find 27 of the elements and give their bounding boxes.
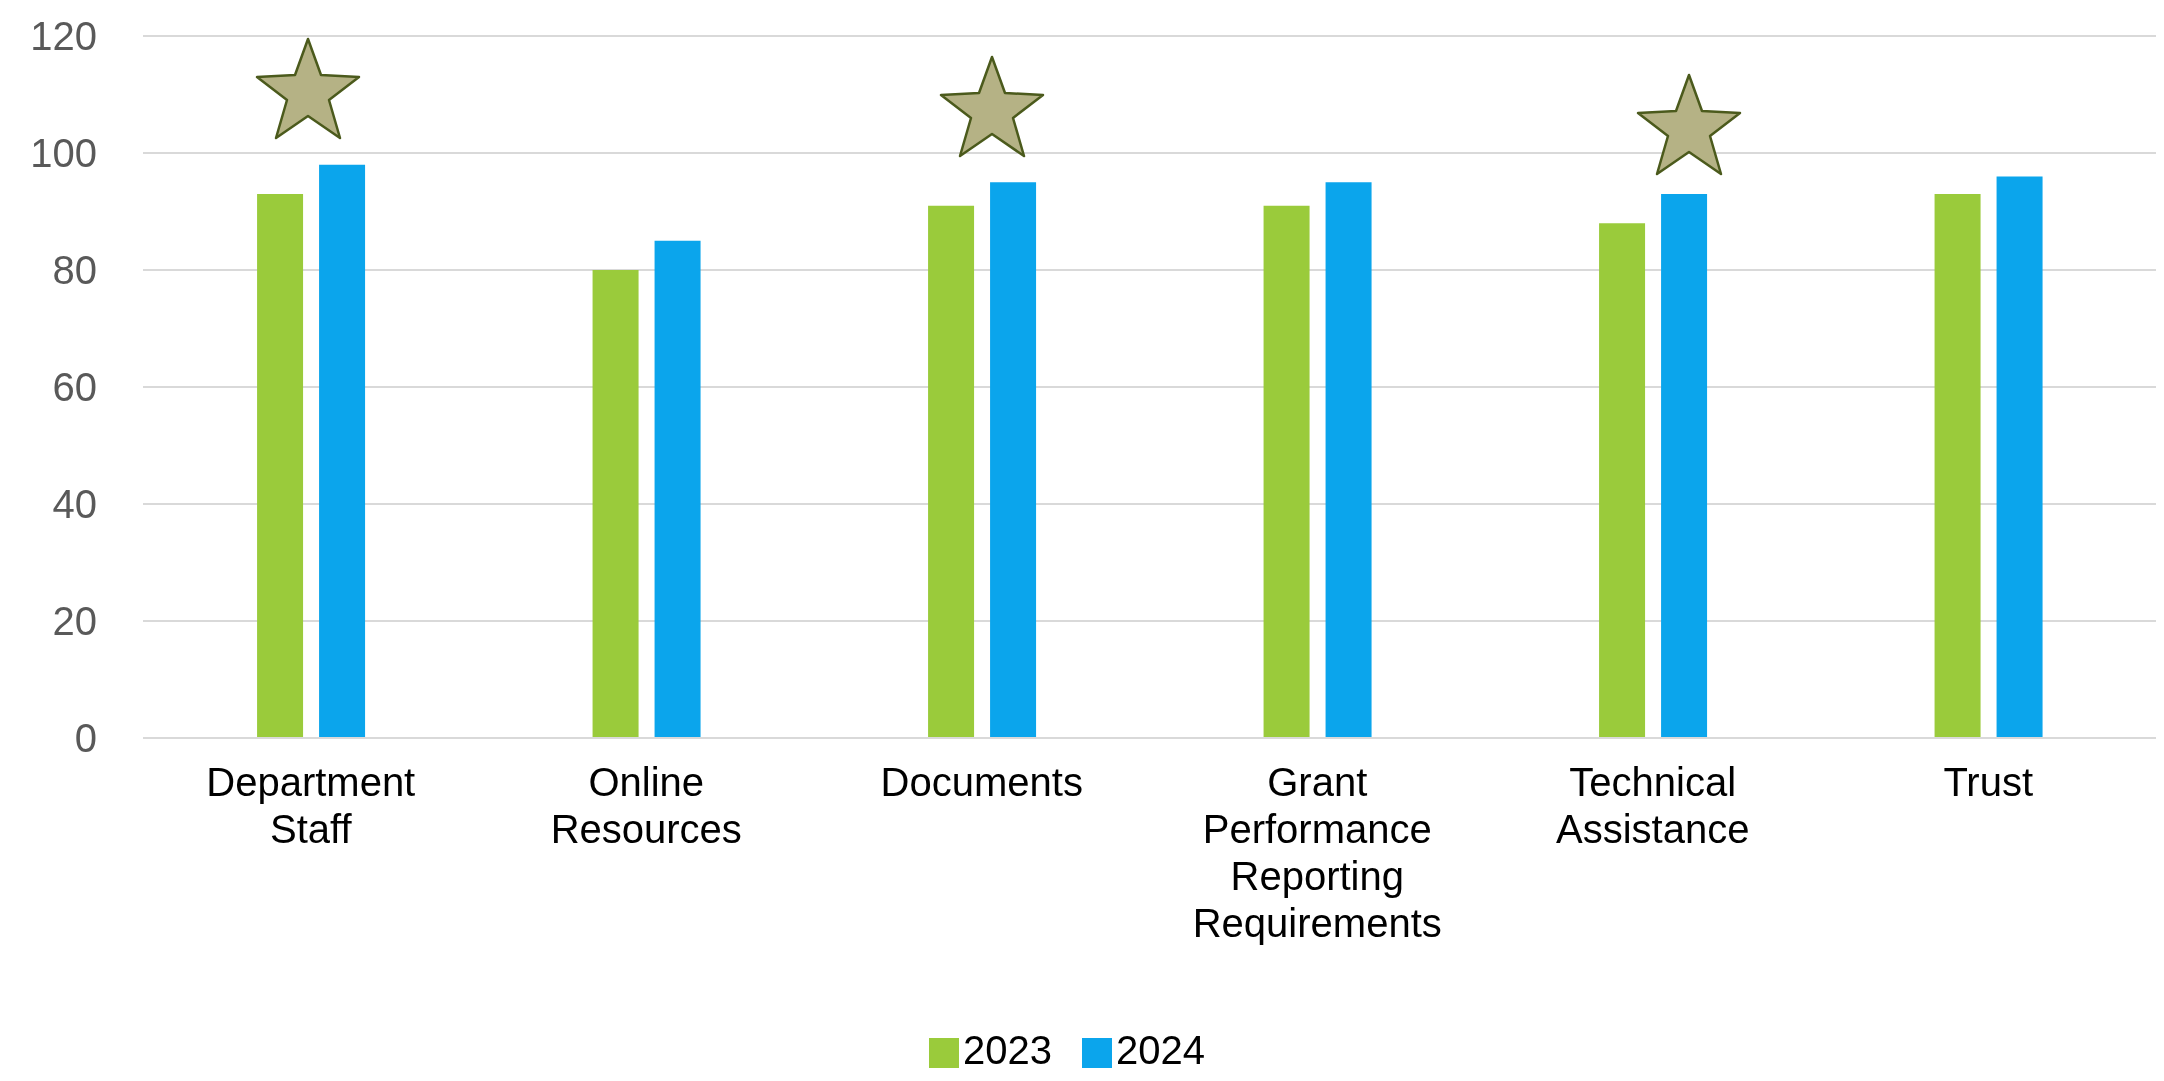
bar <box>990 182 1037 738</box>
bar <box>1661 193 1708 738</box>
y-tick-label: 120 <box>30 14 97 59</box>
bar <box>928 205 975 738</box>
y-tick-label: 40 <box>52 482 97 527</box>
bar <box>1934 193 1981 738</box>
bar <box>1599 223 1646 738</box>
y-tick-label: 80 <box>52 248 97 293</box>
x-tick-label: Trust <box>1943 760 2034 804</box>
y-tick-label: 0 <box>74 716 97 761</box>
bar <box>1996 176 2043 738</box>
legend-label: 2023 <box>963 1028 1052 1072</box>
bar <box>1263 205 1310 738</box>
y-tick-label: 100 <box>30 131 97 176</box>
legend-label: 2024 <box>1116 1028 1205 1072</box>
y-tick-label: 60 <box>52 365 97 410</box>
bar <box>257 193 304 738</box>
y-tick-label: 20 <box>52 599 97 644</box>
bar <box>654 240 701 738</box>
x-tick-label: Online Resources <box>550 760 742 851</box>
x-tick-label: Documents <box>880 760 1083 804</box>
bar <box>319 164 366 738</box>
bar <box>592 270 639 738</box>
x-tick-label: Technical Assistance <box>1556 760 1750 851</box>
bar <box>1325 182 1372 738</box>
x-tick-label: Department Staff <box>206 760 416 851</box>
x-tick-label: Grant Performance Reporting Requirements <box>1192 760 1442 945</box>
